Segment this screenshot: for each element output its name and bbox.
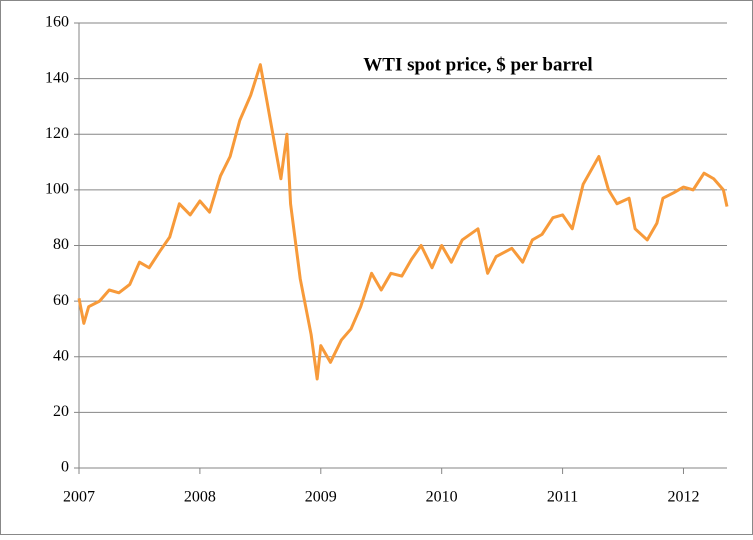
y-tick-label: 0 xyxy=(61,459,69,476)
y-tick-label: 20 xyxy=(53,403,69,420)
chart-title: WTI spot price, $ per barrel xyxy=(363,54,592,75)
y-tick-label: 120 xyxy=(45,125,69,142)
y-tick-label: 140 xyxy=(45,69,69,86)
x-tick-label: 2011 xyxy=(547,489,578,506)
x-tick-label: 2009 xyxy=(305,489,337,506)
y-tick-label: 60 xyxy=(53,292,69,309)
y-tick-label: 160 xyxy=(45,14,69,31)
x-tick-label: 2010 xyxy=(426,489,458,506)
x-tick-label: 2012 xyxy=(667,489,699,506)
y-tick-label: 80 xyxy=(53,236,69,253)
y-tick-label: 100 xyxy=(45,181,69,198)
x-tick-label: 2008 xyxy=(184,489,216,506)
price-line xyxy=(77,63,729,381)
x-tick-label: 2007 xyxy=(63,489,95,506)
y-tick-label: 40 xyxy=(53,347,69,364)
